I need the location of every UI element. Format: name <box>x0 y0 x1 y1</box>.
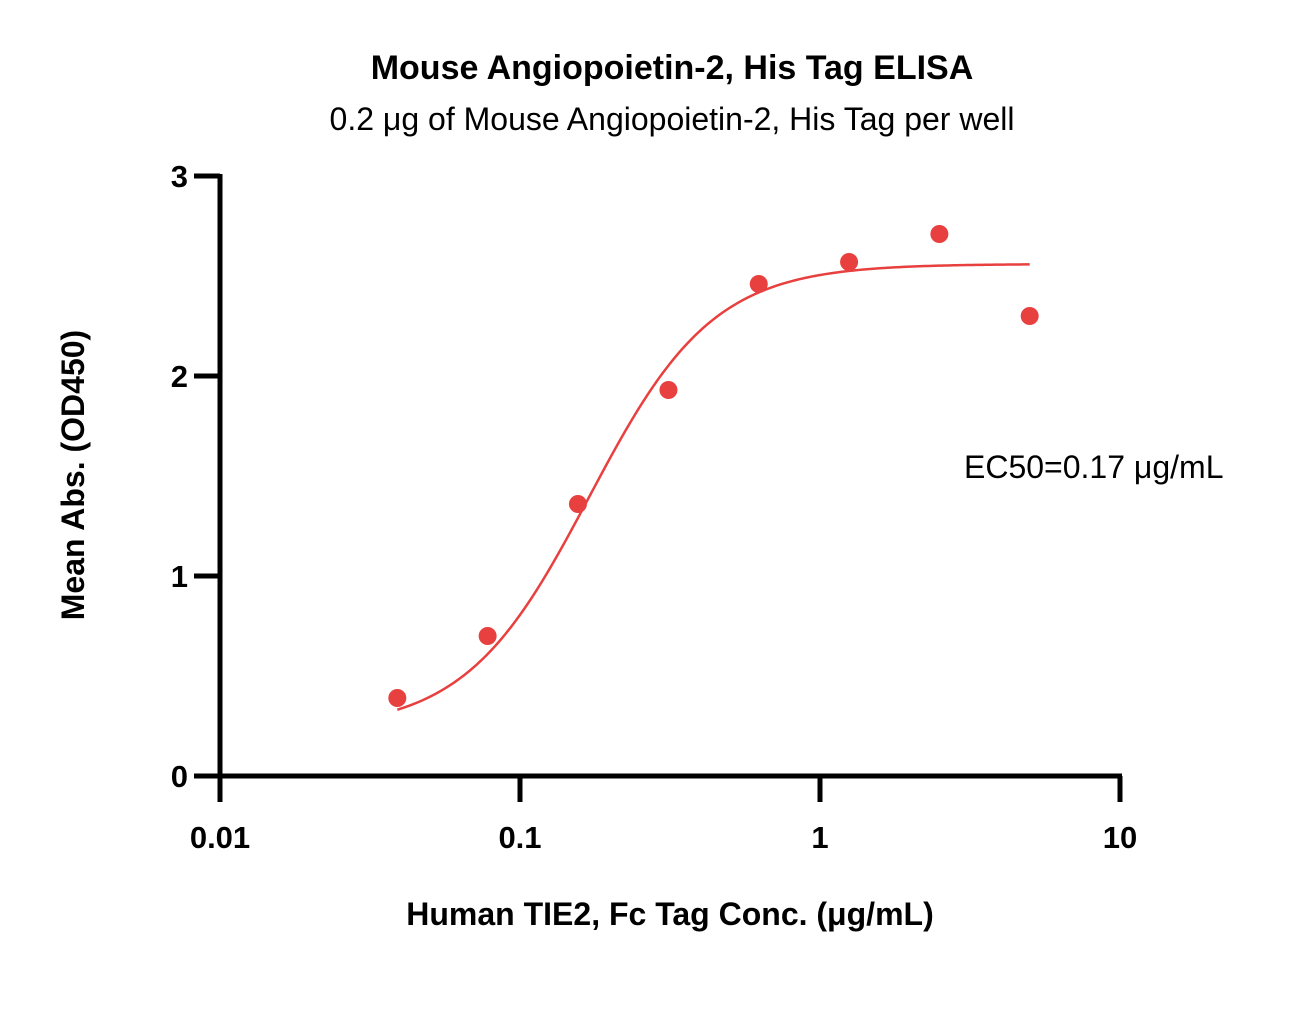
x-tick-label: 10 <box>1103 820 1137 855</box>
y-tick-label: 2 <box>171 359 188 394</box>
chart-title: Mouse Angiopoietin-2, His Tag ELISA <box>371 49 974 87</box>
y-tick-label: 1 <box>171 559 188 594</box>
data-point <box>749 275 768 293</box>
x-ticks: 0.01 0.1 1 10 <box>190 776 1137 855</box>
y-tick-label: 3 <box>171 159 188 194</box>
data-point <box>1020 307 1039 325</box>
x-axis-title: Human TIE2, Fc Tag Conc. (μg/mL) <box>406 896 933 932</box>
y-axis-title: Mean Abs. (OD450) <box>55 330 91 620</box>
fit-curve <box>396 263 1030 711</box>
x-tick-label: 0.1 <box>498 820 541 855</box>
data-point <box>930 225 949 243</box>
x-tick-label: 1 <box>811 820 828 855</box>
ec50-annotation: EC50=0.17 μg/mL <box>964 449 1223 485</box>
data-points <box>388 225 1039 707</box>
data-point <box>388 689 407 707</box>
x-tick-label: 0.01 <box>190 820 250 855</box>
chart-subtitle: 0.2 μg of Mouse Angiopoietin-2, His Tag … <box>330 101 1015 137</box>
axes <box>217 174 1122 779</box>
data-point <box>568 495 587 513</box>
data-point <box>659 381 678 399</box>
y-tick-label: 0 <box>171 759 188 794</box>
data-point <box>478 627 497 645</box>
data-point <box>840 253 859 271</box>
y-ticks: 0 1 2 3 <box>171 159 220 794</box>
